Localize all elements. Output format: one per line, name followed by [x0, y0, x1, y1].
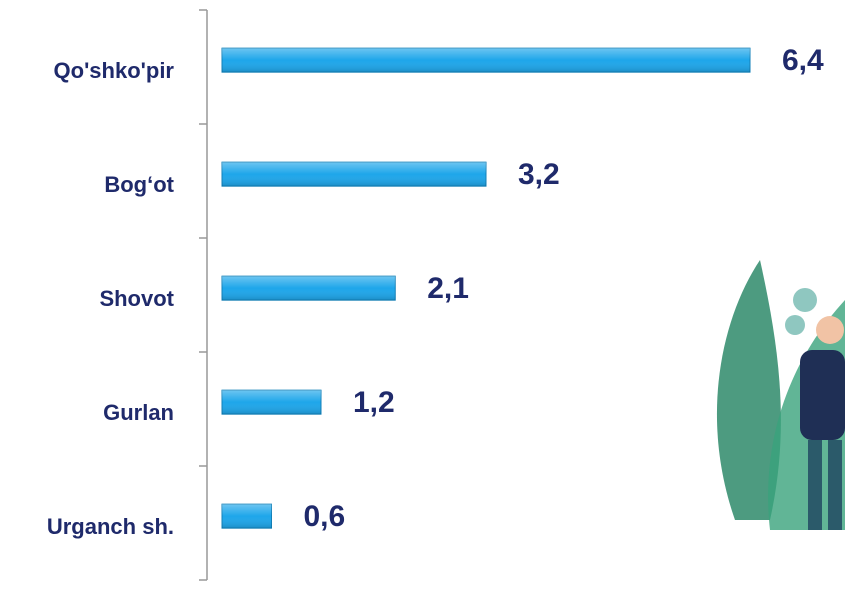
category-label: Shovot: [99, 286, 174, 311]
bar-shine: [222, 504, 272, 528]
value-label: 0,6: [304, 500, 346, 533]
bar-shine: [222, 276, 395, 300]
bar-shine: [222, 390, 321, 414]
illustration: [717, 260, 845, 530]
chart: Qo'shko'pir 6,4 Bog‘ot 3,2 Shovot 2,1 Gurlan 1,…: [0, 0, 845, 587]
category-label: Urganch sh.: [47, 514, 174, 539]
category-label: Qo'shko'pir: [54, 58, 175, 83]
bar-shine: [222, 48, 750, 72]
bar-shine: [222, 162, 486, 186]
value-label: 6,4: [782, 44, 824, 77]
value-label: 1,2: [353, 386, 395, 419]
value-label: 3,2: [518, 158, 560, 191]
category-label: Gurlan: [103, 400, 174, 425]
page: {"chart_data": {"type": "bar", "orientat…: [0, 0, 845, 587]
category-label: Bog‘ot: [104, 172, 174, 197]
value-label: 2,1: [427, 272, 469, 305]
